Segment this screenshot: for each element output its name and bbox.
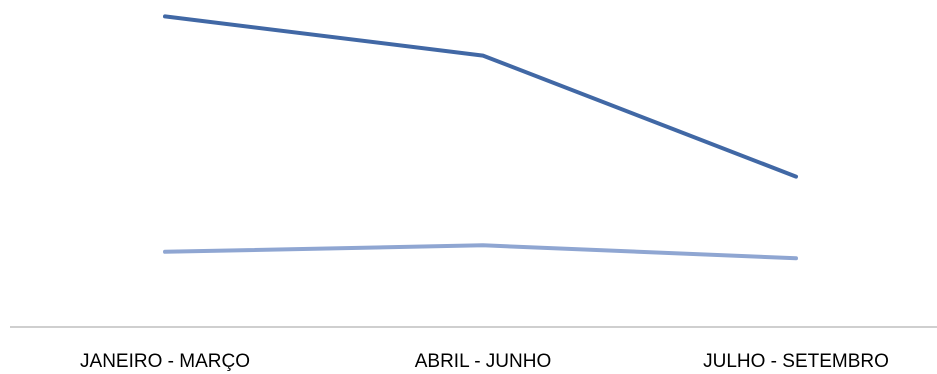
series-line-2 [163, 243, 798, 261]
x-tick-label: ABRIL - JUNHO [415, 351, 552, 372]
x-tick-label: JANEIRO - MARÇO [80, 351, 250, 372]
x-axis-tick-labels: JANEIRO - MARÇO ABRIL - JUNHO JULHO - SE… [80, 351, 889, 372]
x-tick-label: JULHO - SETEMBRO [703, 351, 889, 372]
series-line-1 [163, 14, 798, 179]
series-layer [163, 14, 798, 261]
